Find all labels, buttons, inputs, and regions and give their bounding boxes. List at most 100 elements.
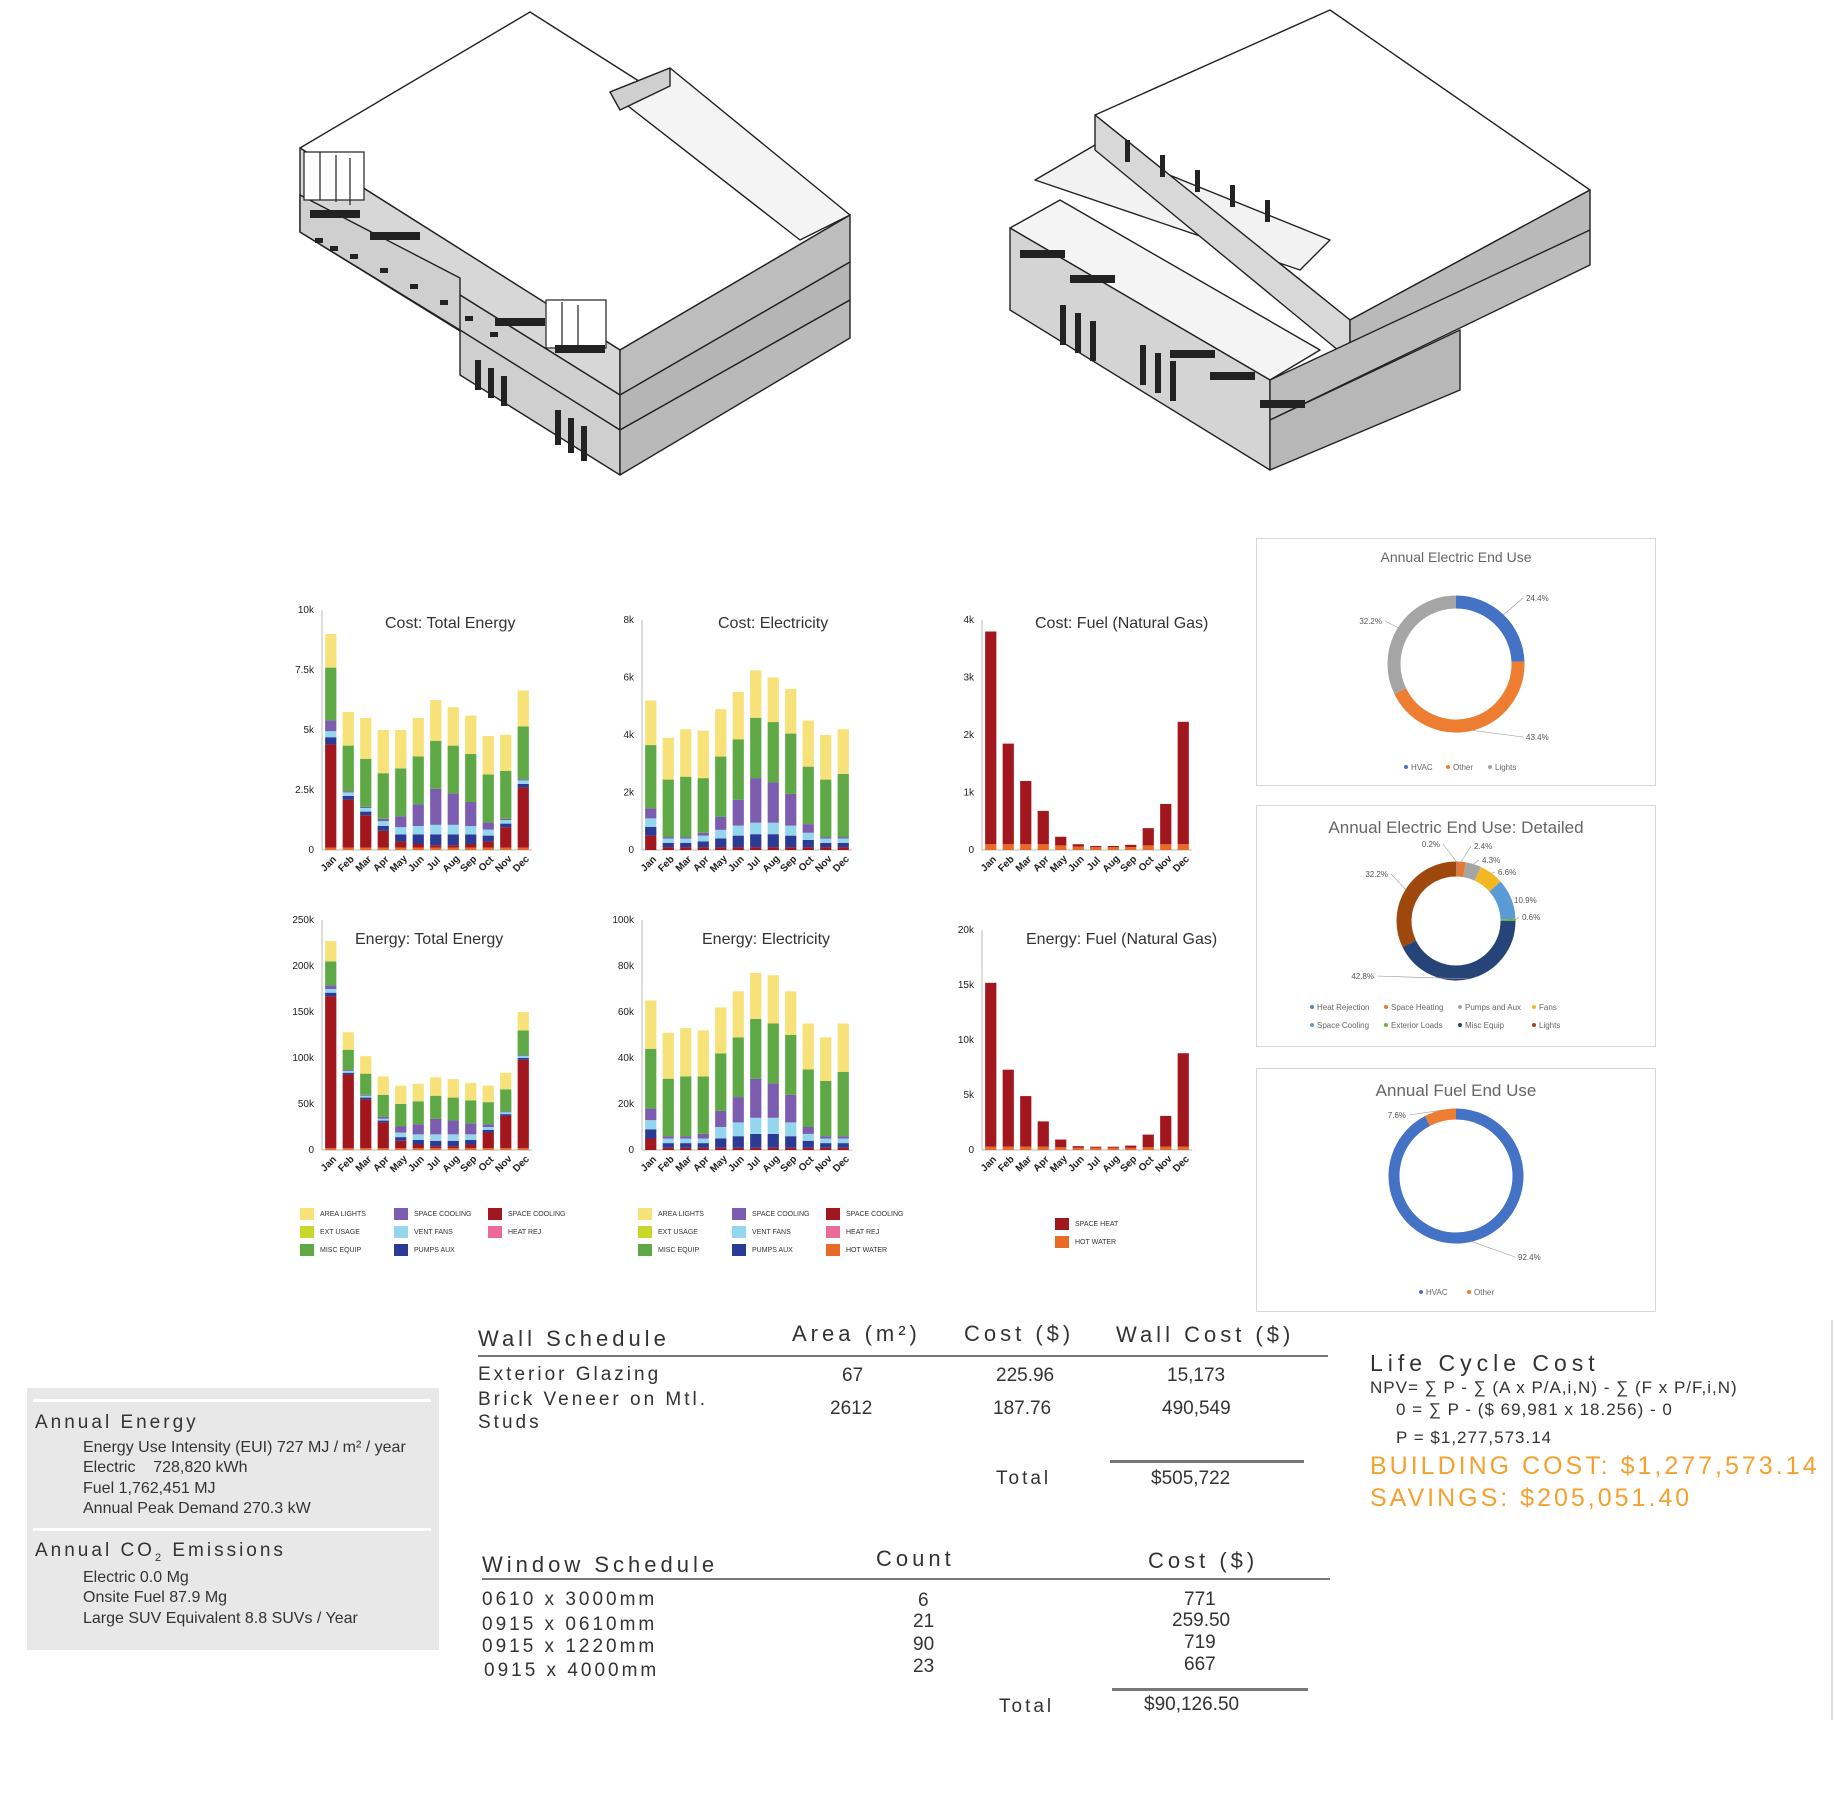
x-tick-label: Jun [726,1154,746,1174]
bar-segment-space_heating [837,847,849,850]
bar-segment-space_cooling [785,1094,797,1123]
bar-segment-misc_equip [820,779,832,838]
bar-segment-pumps_aux [785,1136,797,1148]
slice-value-label: 32.2% [1365,870,1388,879]
legend-swatch [394,1226,408,1238]
bar-segment-vent_fans [325,989,337,993]
bar-segment-area_lights [767,677,779,723]
bar-segment-misc_equip [342,1049,354,1070]
bar-segment-hot_water [447,1148,459,1150]
bar-segment-vent_fans [732,825,744,836]
slice-value-label: 10.9% [1514,896,1537,905]
eui-text: Energy Use Intensity (EUI) 727 MJ / m² /… [83,1439,406,1456]
bar-segment-pumps_aux [482,1129,494,1133]
bar-segment-misc_equip [802,766,814,825]
bar-segment-space_heating [820,847,832,850]
bar-segment-misc_equip [697,1076,709,1134]
legend-item: SPACE COOLING [732,1208,809,1220]
total-rule [1112,1688,1308,1691]
bar-segment-space_cooling [377,818,389,822]
bar-segment-area_lights [715,709,727,757]
leader-line [1408,1110,1441,1116]
bar-segment-space_heating [465,844,477,848]
divider [33,1528,431,1531]
bar-segment-hot_water [1002,1146,1014,1150]
legend-marker [1532,1023,1536,1027]
bar-segment-pumps_aux [715,1138,727,1148]
legend-item: EXT USAGE [638,1226,698,1238]
bar-segment-space_heating [447,1146,459,1149]
bar-segment-misc_equip [412,756,424,805]
col-cost: Cost ($) [964,1321,1075,1346]
window-row-name: 0915 x 4000mm [484,1660,660,1681]
bar-segment-space_heating [412,1144,424,1149]
bar-segment-misc_equip [680,1076,692,1137]
legend-marker [1419,1290,1423,1294]
x-tick-label: Nov [493,1153,514,1174]
bar-segment-space_cooling [360,1094,372,1096]
x-tick-label: Dec [831,1154,852,1175]
bar-segment-pumps_aux [325,737,337,745]
x-tick-label: Sep [1119,1154,1140,1175]
bar-segment-area_lights [465,715,477,754]
bar-segment-area_lights [715,1007,727,1054]
window-row-count: 6 [918,1590,929,1611]
bar-segment-hot_water [1142,845,1154,850]
bar-segment-misc_equip [482,774,494,823]
col-count: Count [876,1546,955,1571]
slice-value-label: 6.6% [1498,868,1516,877]
bar-segment-space_heating [482,1132,494,1149]
bar-segment-misc_equip [785,733,797,794]
bar-segment-hot_water [1177,1146,1189,1150]
bar-segment-vent_fans [802,1133,814,1141]
bar-segment-pumps_aux [732,835,744,848]
bar-segment-pumps_aux [325,992,337,997]
bar-segment-pumps_aux [447,834,459,846]
x-tick-label: Feb [336,854,356,874]
leader-line [1442,843,1457,862]
x-tick-label: Apr [691,854,711,874]
bar-segment-space_heating [360,815,372,848]
bar-segment-vent_fans [430,824,442,835]
bar-segment-area_lights [820,735,832,780]
bar-segment-space_cooling [395,816,407,828]
legend-label: MISC EQUIP [320,1246,362,1254]
bar-segment-hot_water [1125,847,1137,850]
co2-fuel: Onsite Fuel 87.9 Mg [83,1589,228,1606]
bar-segment-space_heating [750,1147,762,1150]
legend-label: Pumps and Aux [1465,1003,1521,1012]
bar-segment-area_lights [662,737,674,780]
bar-chart-energy_fuel: 0 5k 10k 15k 20k Energy: Fuel (Natural Gas) Ja… [958,925,1217,1175]
legend-swatch [638,1244,652,1256]
bar-segment-space_cooling [645,1108,657,1121]
bar-segment-space_heating [985,631,997,845]
bar-segment-hot_water [377,847,389,850]
x-tick-label: Nov [813,853,834,874]
bar-segment-area_lights [447,1079,459,1098]
bar-segment-space_cooling [377,1116,389,1119]
legend-item: PUMPS AUX [394,1244,455,1256]
bar-segment-pumps_aux [837,1143,849,1148]
legend-label: PUMPS AUX [414,1246,455,1254]
header-rule [478,1355,1328,1357]
bar-segment-space_cooling [325,985,337,989]
x-tick-label: Feb [656,854,676,874]
bar-segment-space_heating [500,827,512,848]
y-tick-label: 4k [963,615,975,626]
bar-segment-area_lights [680,1028,692,1077]
bar-segment-hot_water [360,847,372,850]
leader-line [1472,730,1524,738]
bar-segment-space_cooling [482,822,494,830]
bar-segment-pumps_aux [430,834,442,846]
donut-donut_detailed: 0.2% 2.4% 4.3% 6.6% 10.9% 0.6% 42.8% 32.2% Heat … [1310,840,1560,1030]
bar-segment-vent_fans [482,829,494,836]
x-tick-label: Jun [406,1154,426,1174]
bar-segment-area_lights [802,1023,814,1070]
donut-slice [1387,595,1457,694]
bar-segment-misc_equip [750,717,762,779]
legend-marker [1446,765,1450,769]
npv-formula: NPV= ∑ P - ∑ (A x P/A,i,N) - ∑ (F x P/F,… [1370,1378,1738,1397]
x-tick-label: Oct [477,1154,497,1174]
bar-segment-pumps_aux [767,1133,779,1148]
